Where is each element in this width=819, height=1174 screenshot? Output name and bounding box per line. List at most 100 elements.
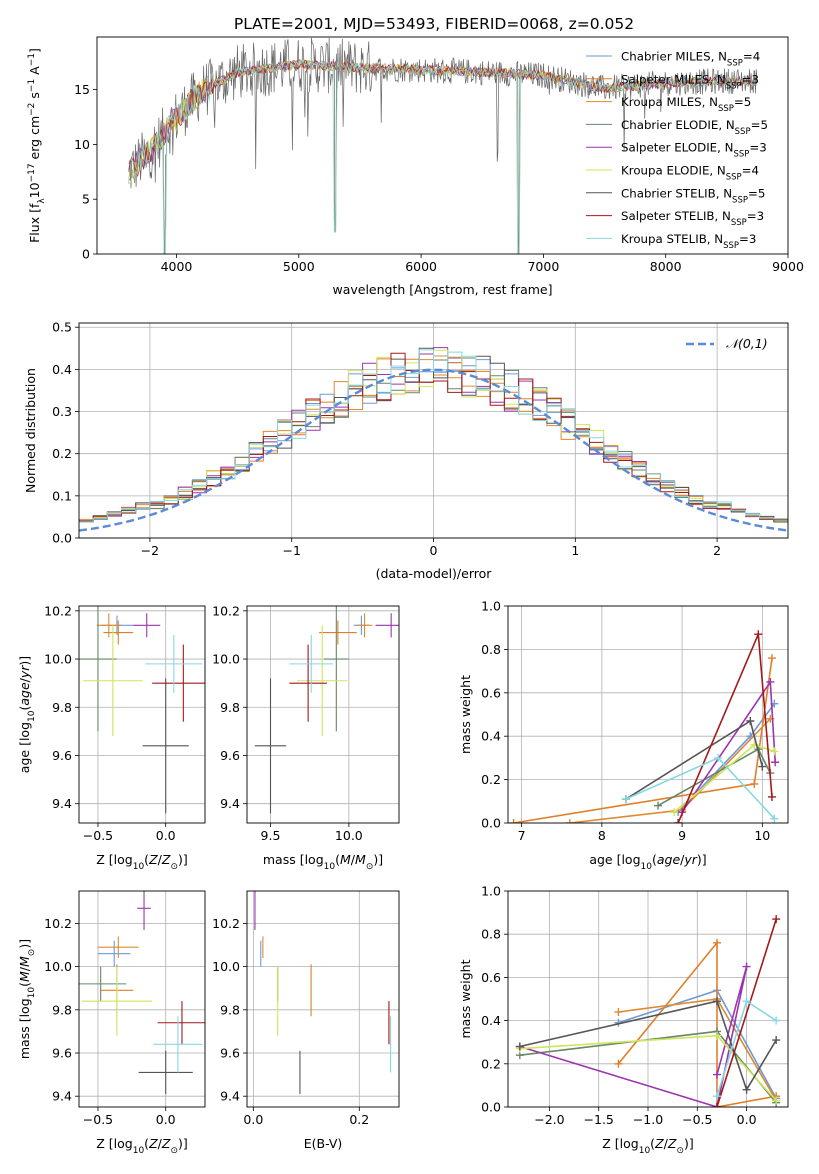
y-tick-label: 15	[74, 82, 90, 97]
legend-sub: SSP	[723, 241, 739, 251]
axes-frame	[96, 36, 789, 255]
x-axis-label-part: Z [log	[602, 1136, 638, 1151]
weight-marker	[767, 654, 776, 663]
y-axis-label-part: 10	[27, 710, 37, 722]
x-tick-label: 0.0	[243, 1112, 263, 1127]
x-tick-label: 0.0	[156, 828, 176, 843]
legend-name: Kroupa STELIB, N	[621, 232, 723, 246]
legend-sub: SSP	[726, 81, 742, 91]
y-axis-label: Normed distribution	[23, 368, 38, 493]
ebv-mass-panel: 0.0 0.2 9.4 9.6 9.8 10.0 10.2 E(B-V)	[212, 890, 400, 1151]
x-axis-label-part: ⊙	[170, 1146, 178, 1156]
legend-name: Salpeter MILES, N	[621, 72, 726, 86]
axes-frame	[507, 890, 789, 1108]
weight-marker	[621, 795, 630, 804]
weight-line	[519, 1000, 777, 1092]
x-axis-label-part: /	[680, 852, 685, 867]
axes-frame	[246, 605, 400, 824]
legend-value: =3	[739, 232, 756, 246]
y-tick-label: 9.8	[220, 700, 240, 715]
y-tick-label: 0.5	[52, 320, 72, 335]
y-axis-label: mass [log10(M/M⊙)]	[17, 939, 37, 1059]
x-axis-label-part: Z [log	[96, 1136, 132, 1151]
y-tick-label: 0.2	[481, 1056, 501, 1071]
x-axis-label-part: 10	[641, 862, 653, 872]
weight-marker	[713, 1031, 722, 1040]
legend-label: Salpeter MILES, NSSP=3	[621, 72, 759, 91]
x-tick-label: −1.0	[633, 1112, 663, 1127]
y-axis-label: age [log10(age/yr)]	[17, 656, 37, 773]
y-tick-label: 1.0	[481, 599, 501, 614]
weight-marker	[772, 1096, 781, 1105]
x-axis-label: Z [log10(Z/Z⊙)]	[96, 852, 188, 872]
y-tick-label: 0.2	[481, 772, 501, 787]
legend-sub: SSP	[727, 59, 743, 69]
y-tick-label: 0.0	[481, 816, 501, 831]
weight-marker	[742, 997, 751, 1006]
z-weight-plot-area	[515, 915, 781, 1107]
weight-marker	[565, 819, 574, 823]
y-tick-label: 0.4	[481, 1013, 501, 1028]
weight-marker	[654, 801, 663, 810]
weight-marker	[713, 997, 722, 1006]
weight-marker	[713, 1092, 722, 1101]
spectrum-panel: 4000 5000 6000 7000 8000 9000 0 5 10 15 wavelength…	[27, 36, 804, 297]
x-axis-label-part: (	[652, 852, 657, 867]
y-axis-label-part: ⊙	[27, 949, 37, 957]
y-tick-label: 10.2	[44, 603, 72, 618]
y-axis-label-part: )]	[17, 656, 32, 666]
x-axis-label-part: Z	[148, 852, 158, 867]
x-axis-label-part: ⊙	[170, 862, 178, 872]
x-tick-label: 7000	[527, 259, 559, 274]
y-tick-label: 9.4	[220, 1089, 240, 1104]
weight-marker	[713, 938, 722, 947]
x-axis-label: mass [log10(M/M⊙)]	[263, 852, 383, 872]
x-axis-label-part: M	[340, 852, 351, 867]
x-axis-label-part: M	[355, 852, 366, 867]
x-axis-label-part: 10	[133, 1146, 145, 1156]
y-tick-label: 0	[82, 247, 90, 262]
x-axis-label-part: Z	[161, 852, 171, 867]
y-axis-label-part: M	[17, 971, 32, 982]
x-tick-label: 10	[754, 828, 770, 843]
y-tick-label: 5	[82, 192, 90, 207]
y-tick-label: 9.8	[220, 1002, 240, 1017]
y-tick-label: 0.4	[52, 362, 72, 377]
legend-sub: SSP	[718, 104, 734, 114]
legend-name: Kroupa MILES, N	[621, 95, 718, 109]
x-tick-label: 10.0	[335, 828, 363, 843]
weight-marker	[770, 747, 779, 756]
y-axis-label: mass weight	[458, 675, 473, 754]
y-axis-label: mass weight	[458, 959, 473, 1038]
x-tick-label: −0.5	[83, 828, 113, 843]
y-axis-label-part: )]	[17, 939, 32, 949]
legend-label: Chabrier ELODIE, NSSP=5	[621, 118, 768, 137]
y-axis-label-part: M	[17, 956, 32, 967]
legend-value: =5	[748, 186, 765, 200]
y-tick-label: 10.0	[212, 959, 240, 974]
spectrum-line	[128, 59, 758, 178]
legend-name: Kroupa ELODIE, N	[621, 164, 726, 178]
weight-marker	[674, 819, 683, 823]
y-axis-label-part: λ	[37, 198, 47, 204]
legend-value: =3	[742, 72, 759, 86]
legend-sub: SSP	[726, 173, 742, 183]
y-tick-label: 10.2	[212, 603, 240, 618]
y-axis-label-part: −2	[27, 103, 37, 116]
y-tick-label: 9.4	[52, 1089, 72, 1104]
y-axis-label-part: (	[17, 982, 32, 987]
weight-marker	[713, 1103, 722, 1107]
y-tick-label: 0.2	[52, 446, 72, 461]
legend-name: Chabrier MILES, N	[621, 50, 727, 64]
spectrum-line	[128, 59, 758, 254]
x-axis-label-part: (	[144, 852, 149, 867]
axes-frame	[507, 605, 789, 824]
x-axis-label-part: age	[657, 852, 681, 867]
weight-line	[617, 940, 777, 1107]
spectrum-plot-area	[128, 37, 758, 254]
y-axis-label-part: 10	[27, 987, 37, 999]
age-weight-plot-area	[509, 630, 780, 823]
x-tick-label: −0.5	[83, 1112, 113, 1127]
y-tick-label: 10	[74, 137, 90, 152]
